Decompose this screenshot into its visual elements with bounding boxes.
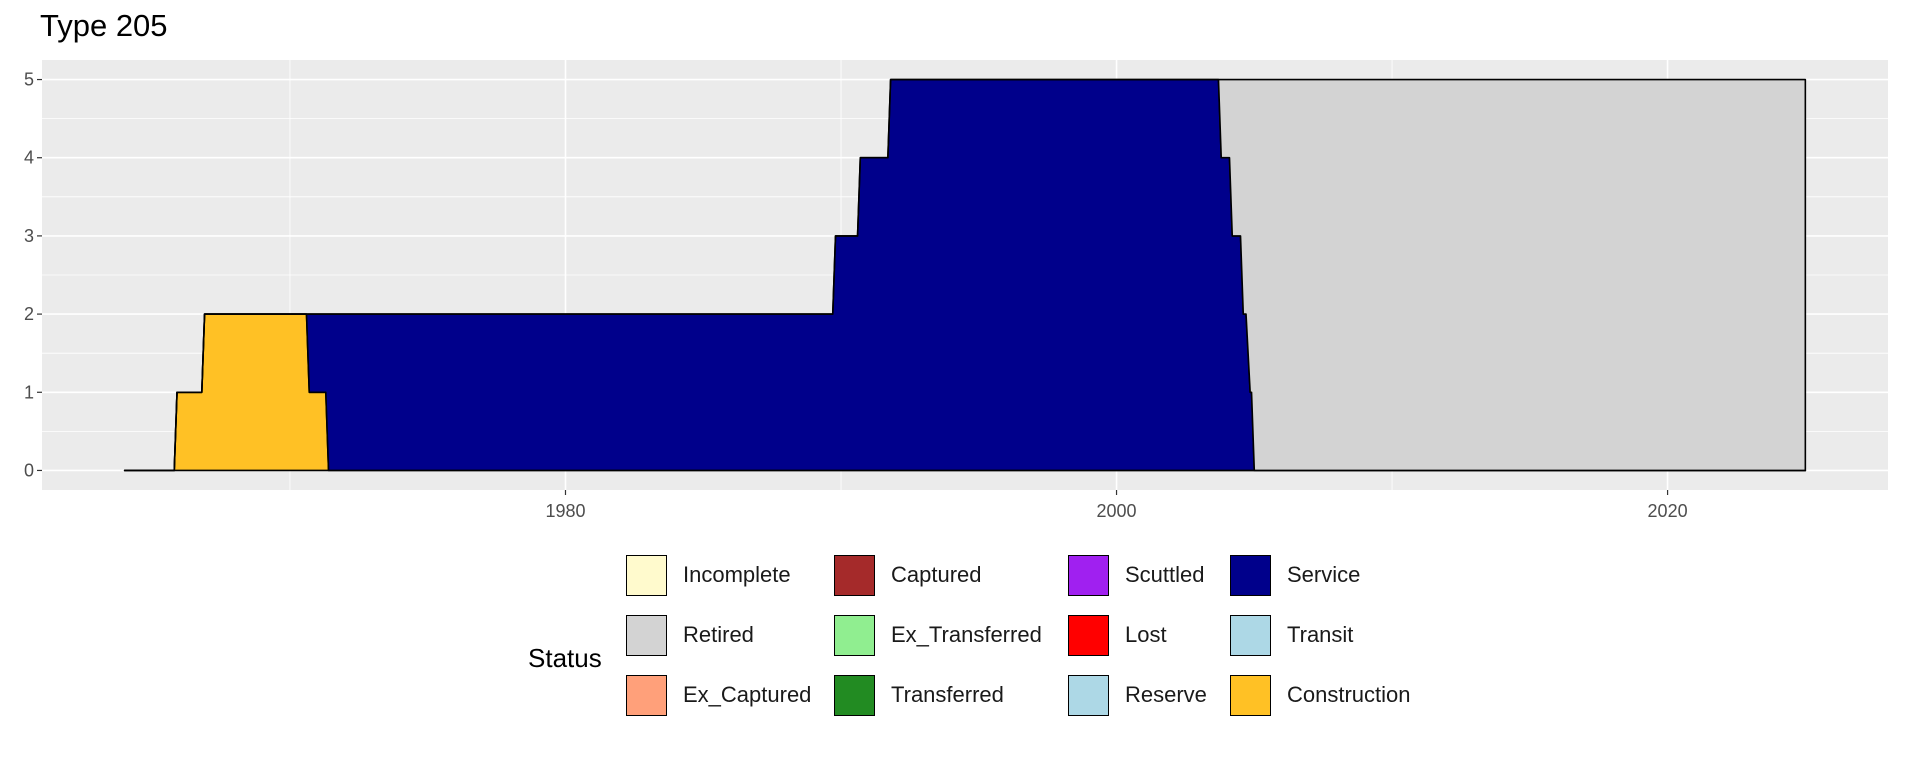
y-tick-label: 4 (24, 148, 34, 168)
x-tick-label: 2020 (1648, 501, 1688, 521)
y-tick-label: 0 (24, 460, 34, 480)
y-tick-label: 2 (24, 304, 34, 324)
area-retired (123, 78, 1807, 472)
y-tick-label: 3 (24, 226, 34, 246)
y-tick-label: 1 (24, 382, 34, 402)
y-tick-label: 5 (24, 70, 34, 90)
x-tick-label: 1980 (545, 501, 585, 521)
chart-title: Type 205 (40, 8, 168, 43)
x-tick-label: 2000 (1097, 501, 1137, 521)
